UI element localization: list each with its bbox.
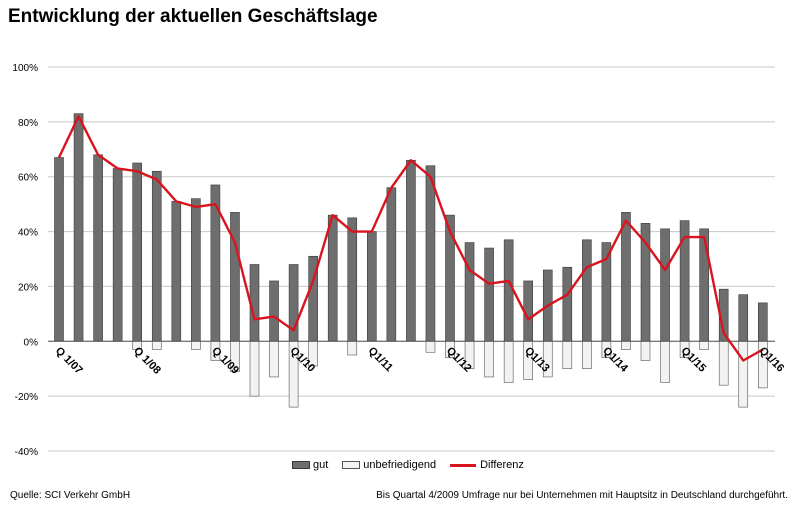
bar-gut [366,231,377,342]
bar-gut [327,214,338,342]
bar-gut [699,228,709,342]
legend: gut unbefriedigend Differenz [292,459,538,471]
legend-swatch-differenz [450,463,477,467]
bar-unbefriedigend [151,340,162,350]
y-tick-label: 80% [18,118,38,129]
bar-gut [738,294,749,342]
legend-item-unbefriedigend: unbefriedigend [342,459,436,471]
legend-swatch-unbefriedigend [342,461,361,469]
bar-unbefriedigend [484,340,494,378]
bar-gut [191,198,201,342]
bar-unbefriedigend [425,340,436,353]
bar-unbefriedigend [660,340,670,383]
bar-gut [171,201,182,342]
legend-label-unbefriedigend: unbefriedigend [363,459,437,471]
y-tick-label: 20% [18,282,38,293]
bar-unbefriedigend [738,340,749,408]
x-tick-label: Q1/11 [366,345,395,374]
bar-unbefriedigend [582,340,592,370]
bar-gut [347,217,358,342]
y-tick-label: 100% [12,63,38,74]
legend-label-differenz: Differenz [480,459,524,471]
bar-gut [425,165,436,342]
bar-gut [54,157,64,342]
bar-gut [112,168,123,342]
bar-gut [386,187,397,342]
source-note: Quelle: SCI Verkehr GmbH [10,490,131,501]
bar-gut [503,239,514,342]
bar-unbefriedigend [562,340,573,370]
bar-gut [269,280,279,342]
bar-gut [406,159,416,342]
differenz-line [57,115,764,362]
footnote: Bis Quartal 4/2009 Umfrage nur bei Unter… [376,490,788,501]
legend-swatch-gut [292,461,310,469]
x-axis-labels: Q 1/07 Q 1/08 Q 1/09 Q1/10 Q1/11 Q1/12 Q1/13 Q1… [53,345,786,377]
legend-item-gut: gut [292,459,328,471]
bar-unbefriedigend [718,340,729,386]
y-tick-label: 60% [18,173,38,184]
bar-unbefriedigend [503,340,514,383]
bar-gut [230,212,240,342]
y-axis-labels: 100% 80% 60% 40% 20% 0% -20% -40% [12,63,38,458]
bar-unbefriedigend [269,340,279,378]
bar-gut [464,242,475,342]
y-tick-label: -20% [15,392,38,403]
chart-title: Entwicklung der aktuellen Geschäftslage [8,6,378,27]
bar-gut [73,113,84,342]
bar-unbefriedigend [191,340,201,350]
bar-unbefriedigend [640,340,651,361]
bar-unbefriedigend [621,340,631,350]
y-tick-label: 40% [18,228,38,239]
bar-gut [757,302,768,342]
bar-gut [132,162,142,342]
bar-unbefriedigend [249,340,260,397]
x-tick-label: Q 1/07 [53,345,85,377]
bar-unbefriedigend [699,340,709,350]
bar-gut [484,247,494,342]
bar-gut [582,239,592,342]
bar-gut [660,228,670,342]
legend-label-gut: gut [313,459,329,471]
bar-gut [562,266,573,342]
y-tick-label: 0% [24,337,39,348]
bars [48,113,775,408]
bar-gut [93,154,103,342]
bar-unbefriedigend [347,340,358,356]
legend-item-differenz: Differenz [450,459,524,471]
y-tick-label: -40% [15,447,38,458]
bar-gut [621,212,631,342]
series-line-differenz [57,115,764,362]
bar-gut [151,170,162,342]
